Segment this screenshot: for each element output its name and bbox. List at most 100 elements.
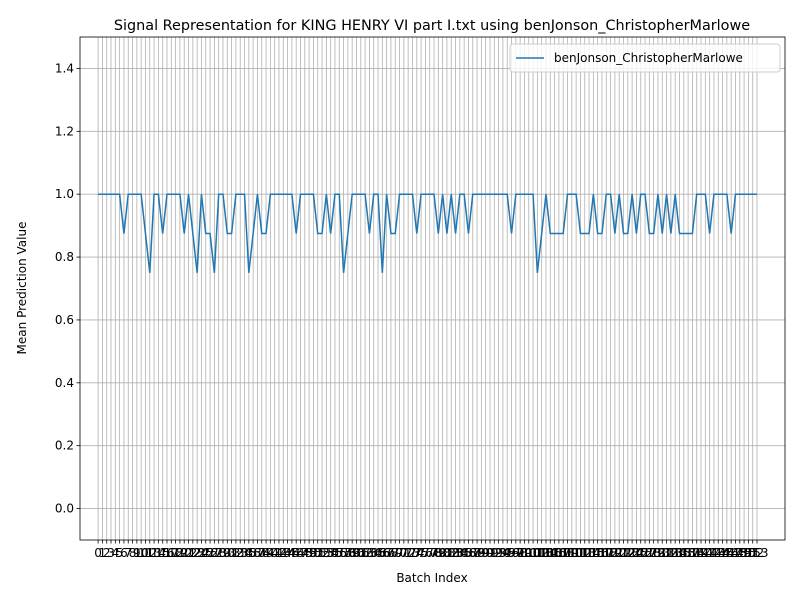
x-tick-label: 133 xyxy=(659,546,682,560)
x-tick-label: 35 xyxy=(241,546,256,560)
x-tick-label: 47 xyxy=(293,546,308,560)
x-tick-label: 21 xyxy=(181,546,196,560)
x-tick-label: 36 xyxy=(245,546,260,560)
x-tick-label: 19 xyxy=(172,546,187,560)
x-tick-label: 75 xyxy=(413,546,428,560)
x-tick-label: 106 xyxy=(543,546,566,560)
x-tick-label: 101 xyxy=(522,546,545,560)
legend-label: benJonson_ChristopherMarlowe xyxy=(554,51,743,65)
x-tick-label: 69 xyxy=(388,546,403,560)
x-tick-label: 136 xyxy=(672,546,695,560)
x-tick-label: 13 xyxy=(146,546,161,560)
x-tick-label: 42 xyxy=(271,546,286,560)
x-tick-label: 64 xyxy=(366,546,381,560)
y-tick-label: 0.4 xyxy=(55,376,74,390)
x-tick-label: 93 xyxy=(491,546,506,560)
x-tick-label: 126 xyxy=(629,546,652,560)
x-tick-label: 140 xyxy=(690,546,713,560)
x-tick-label: 85 xyxy=(457,546,472,560)
x-tick-label: 108 xyxy=(552,546,575,560)
x-tick-label: 32 xyxy=(228,546,243,560)
x-tick-label: 150 xyxy=(733,546,756,560)
x-tick-label: 99 xyxy=(517,546,532,560)
x-tick-label: 90 xyxy=(478,546,493,560)
x-tick-label: 16 xyxy=(159,546,174,560)
x-tick-label: 110 xyxy=(560,546,583,560)
x-tick-label: 113 xyxy=(573,546,596,560)
x-tick-label: 26 xyxy=(202,546,217,560)
x-tick-label: 76 xyxy=(418,546,433,560)
x-tick-label: 130 xyxy=(647,546,670,560)
x-tick-label: 34 xyxy=(237,546,252,560)
x-tick-label: 9 xyxy=(133,546,141,560)
x-tick-label: 61 xyxy=(353,546,368,560)
x-tick-label: 6 xyxy=(120,546,128,560)
x-tick-label: 103 xyxy=(530,546,553,560)
x-tick-label: 117 xyxy=(591,546,614,560)
x-tick-label: 105 xyxy=(539,546,562,560)
x-tick-label: 12 xyxy=(142,546,157,560)
x-tick-label: 120 xyxy=(603,546,626,560)
x-tick-label: 138 xyxy=(681,546,704,560)
x-tick-label: 1 xyxy=(99,546,107,560)
x-tick-label: 10 xyxy=(134,546,149,560)
x-tick-label: 49 xyxy=(301,546,316,560)
x-tick-label: 44 xyxy=(280,546,295,560)
x-tick-label: 11 xyxy=(138,546,153,560)
x-tick-label: 43 xyxy=(276,546,291,560)
x-tick-label: 52 xyxy=(314,546,329,560)
x-tick-label: 121 xyxy=(608,546,631,560)
x-tick-label: 132 xyxy=(655,546,678,560)
x-tick-label: 91 xyxy=(482,546,497,560)
x-axis-label: Batch Index xyxy=(396,571,467,585)
x-tick-label: 146 xyxy=(715,546,738,560)
x-tick-label: 83 xyxy=(448,546,463,560)
x-tick-label: 88 xyxy=(469,546,484,560)
x-tick-label: 104 xyxy=(535,546,558,560)
chart-title: Signal Representation for KING HENRY VI … xyxy=(114,18,750,34)
x-tick-label: 29 xyxy=(215,546,230,560)
x-tick-label: 8 xyxy=(129,546,137,560)
x-tick-label: 22 xyxy=(185,546,200,560)
x-tick-label: 131 xyxy=(651,546,674,560)
x-tick-label: 94 xyxy=(495,546,510,560)
y-axis-label: Mean Prediction Value xyxy=(15,222,29,355)
x-tick-label: 109 xyxy=(556,546,579,560)
x-tick-label: 97 xyxy=(508,546,523,560)
x-tick-label: 46 xyxy=(289,546,304,560)
x-tick-label: 28 xyxy=(211,546,226,560)
x-tick-label: 144 xyxy=(707,546,730,560)
x-tick-label: 0 xyxy=(94,546,102,560)
x-tick-label: 63 xyxy=(362,546,377,560)
x-tick-label: 148 xyxy=(724,546,747,560)
x-tick-label: 81 xyxy=(439,546,454,560)
x-tick-label: 92 xyxy=(487,546,502,560)
x-tick-label: 141 xyxy=(694,546,717,560)
x-tick-label: 122 xyxy=(612,546,635,560)
x-tick-label: 39 xyxy=(258,546,273,560)
x-tick-label: 53 xyxy=(319,546,334,560)
x-tick-label: 41 xyxy=(267,546,282,560)
x-tick-label: 112 xyxy=(569,546,592,560)
x-tick-label: 137 xyxy=(677,546,700,560)
line xyxy=(98,193,758,273)
x-tick-label: 139 xyxy=(685,546,708,560)
y-tick-label: 1.4 xyxy=(55,61,74,75)
x-tick-label: 55 xyxy=(327,546,342,560)
x-tick-label: 143 xyxy=(702,546,725,560)
x-tick-label: 30 xyxy=(220,546,235,560)
x-tick-label: 111 xyxy=(565,546,588,560)
x-tick-label: 57 xyxy=(336,546,351,560)
x-tick-label: 86 xyxy=(461,546,476,560)
x-tick-label: 79 xyxy=(431,546,446,560)
x-tick-label: 74 xyxy=(409,546,424,560)
x-tick-label: 71 xyxy=(396,546,411,560)
x-tick-label: 72 xyxy=(401,546,416,560)
x-tick-label: 17 xyxy=(164,546,179,560)
x-tick-label: 135 xyxy=(668,546,691,560)
x-tick-label: 31 xyxy=(224,546,239,560)
x-tick-label: 20 xyxy=(177,546,192,560)
x-tick-label: 48 xyxy=(297,546,312,560)
